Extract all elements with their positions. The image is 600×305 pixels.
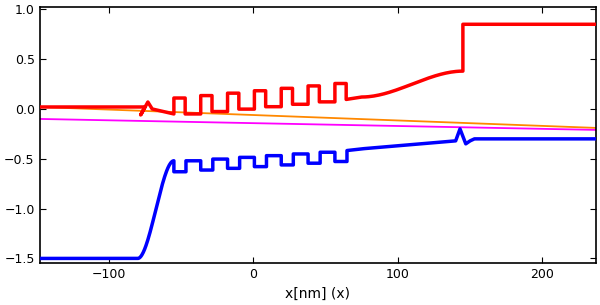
X-axis label: x[nm] (x): x[nm] (x) bbox=[285, 287, 350, 301]
